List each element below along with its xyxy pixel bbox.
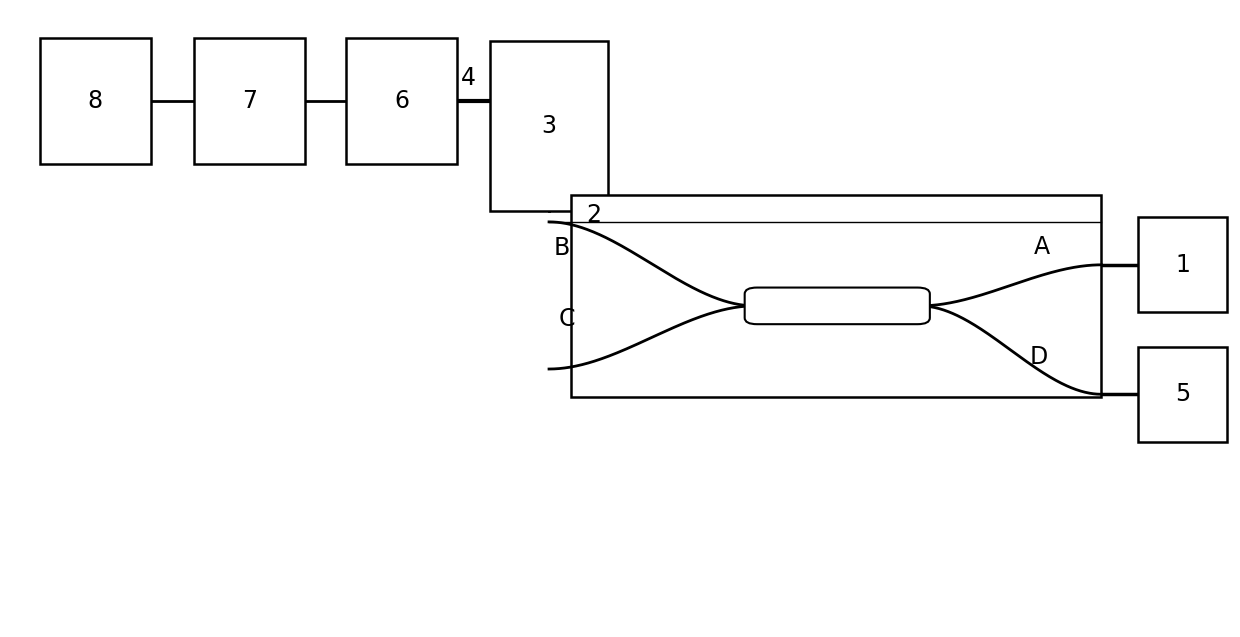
Bar	[1138, 217, 1228, 312]
Text: D: D	[1030, 345, 1048, 369]
FancyBboxPatch shape	[745, 287, 930, 324]
Bar	[1138, 347, 1228, 441]
Text: A: A	[1033, 234, 1050, 259]
Text: 2: 2	[587, 203, 601, 227]
Bar	[490, 41, 608, 211]
Bar	[40, 38, 151, 164]
Text: 5: 5	[1176, 382, 1190, 406]
Bar	[346, 38, 458, 164]
Text: 7: 7	[242, 89, 257, 113]
Text: C: C	[559, 307, 575, 331]
Text: B: B	[554, 236, 570, 260]
Text: 3: 3	[542, 114, 557, 138]
Text: 1: 1	[1176, 253, 1190, 277]
Text: 8: 8	[88, 89, 103, 113]
Text: 4: 4	[461, 66, 476, 90]
Bar	[195, 38, 305, 164]
Text: 6: 6	[394, 89, 409, 113]
Bar	[570, 196, 1101, 397]
